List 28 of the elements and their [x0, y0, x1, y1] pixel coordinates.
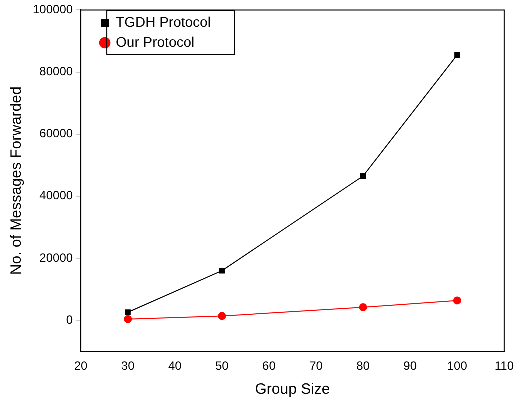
point: [219, 268, 225, 274]
point: [124, 315, 132, 324]
point: [218, 312, 226, 320]
y-tick-label: 40000: [40, 188, 74, 203]
y-axis-title: No. of Messages Forwarded: [8, 86, 26, 276]
x-tick-label: 60: [262, 359, 276, 374]
point: [360, 173, 366, 180]
x-axis-title: Group Size: [255, 381, 330, 398]
y-tick-label: 100000: [32, 2, 74, 17]
y-tick-label: 20000: [40, 250, 74, 265]
point: [453, 296, 462, 305]
x-tick-label: 20: [74, 359, 88, 374]
x-tick-label: 90: [404, 359, 418, 374]
y-tick-label: 60000: [40, 126, 74, 141]
x-tick-label: 100: [447, 359, 468, 374]
x-tick-label: 50: [215, 359, 230, 374]
x-tick-label: 110: [494, 359, 514, 374]
x-tick-label: 40: [168, 359, 182, 374]
point: [125, 310, 131, 316]
x-tick-label: 30: [121, 359, 136, 374]
legend-label: Our Protocol: [116, 34, 195, 50]
x-tick-label: 70: [310, 359, 324, 374]
point: [359, 304, 368, 312]
legend-label: TGDH Protocol: [116, 14, 211, 30]
y-tick-label: 0: [66, 312, 74, 327]
point: [454, 52, 460, 58]
x-tick-label: 80: [356, 359, 370, 374]
y-tick-label: 80000: [40, 64, 74, 79]
